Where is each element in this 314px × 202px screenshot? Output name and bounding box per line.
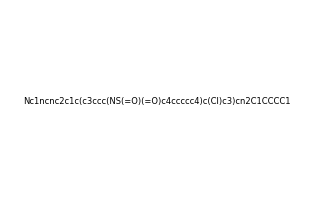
Text: Nc1ncnc2c1c(c3ccc(NS(=O)(=O)c4ccccc4)c(Cl)c3)cn2C1CCCC1: Nc1ncnc2c1c(c3ccc(NS(=O)(=O)c4ccccc4)c(C… xyxy=(23,97,291,105)
